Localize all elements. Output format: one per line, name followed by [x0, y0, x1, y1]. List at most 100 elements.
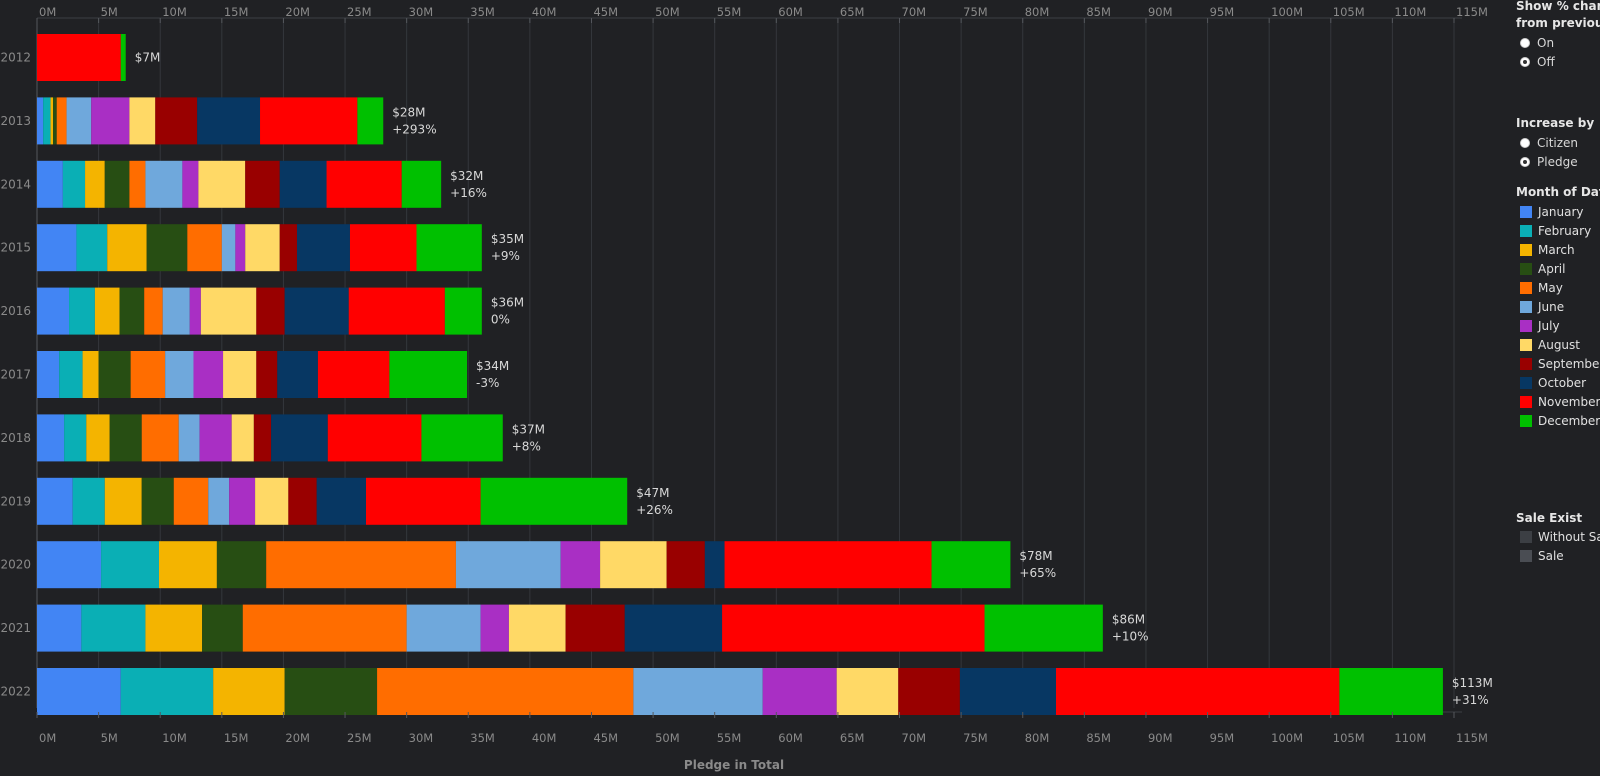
bar-segment-august[interactable] [129, 97, 156, 145]
bar-segment-february[interactable] [69, 287, 95, 335]
bar-segment-may[interactable] [130, 351, 166, 398]
bar-segment-july[interactable] [480, 604, 509, 652]
bar-segment-july[interactable] [560, 541, 601, 589]
legend-item-november[interactable]: November [1520, 393, 1600, 411]
bar-segment-october[interactable] [704, 541, 725, 589]
bar-segment-november[interactable] [37, 34, 121, 81]
bar-segment-august[interactable] [836, 668, 899, 715]
bar-segment-april[interactable] [98, 351, 131, 398]
legend-item-august[interactable]: August [1520, 336, 1580, 354]
bar-segment-october[interactable] [271, 414, 328, 462]
bar-segment-march[interactable] [104, 477, 142, 525]
bar-segment-january[interactable] [37, 668, 121, 715]
legend-item-september[interactable]: September [1520, 355, 1600, 373]
bar-segment-may[interactable] [187, 224, 222, 272]
bar-segment-september[interactable] [256, 287, 285, 335]
bar-segment-december[interactable] [401, 160, 442, 208]
bar-segment-march[interactable] [82, 351, 99, 398]
bar-segment-october[interactable] [296, 224, 350, 272]
legend-item-october[interactable]: October [1520, 374, 1586, 392]
bar-segment-october[interactable] [959, 668, 1057, 715]
bar-segment-june[interactable] [455, 541, 561, 589]
bar-segment-august[interactable] [600, 541, 667, 589]
bar-segment-october[interactable] [624, 604, 723, 652]
sale-legend-item[interactable]: Sale [1520, 547, 1564, 565]
bar-segment-january[interactable] [37, 351, 60, 398]
radio-show-change-off[interactable]: Off [1520, 53, 1555, 71]
radio-button-icon[interactable] [1520, 157, 1530, 167]
bar-segment-october[interactable] [316, 477, 366, 525]
bar-segment-february[interactable] [59, 351, 83, 398]
bar-segment-september[interactable] [155, 97, 198, 145]
bar-segment-march[interactable] [213, 668, 285, 715]
bar-segment-december[interactable] [120, 34, 126, 81]
bar-segment-september[interactable] [279, 224, 297, 272]
bar-segment-june[interactable] [208, 477, 230, 525]
bar-segment-april[interactable] [104, 160, 130, 208]
bar-segment-july[interactable] [229, 477, 256, 525]
bar-segment-november[interactable] [349, 224, 417, 272]
bar-segment-january[interactable] [37, 287, 70, 335]
bar-segment-may[interactable] [141, 414, 179, 462]
bar-segment-august[interactable] [508, 604, 566, 652]
bar-segment-october[interactable] [197, 97, 261, 145]
bar-segment-february[interactable] [62, 160, 86, 208]
bar-segment-december[interactable] [1339, 668, 1443, 715]
legend-item-july[interactable]: July [1520, 317, 1560, 335]
bar-segment-november[interactable] [326, 160, 402, 208]
bar-segment-july[interactable] [193, 351, 224, 398]
bar-segment-may[interactable] [377, 668, 634, 715]
bar-segment-february[interactable] [72, 477, 105, 525]
legend-item-june[interactable]: June [1520, 298, 1564, 316]
bar-segment-march[interactable] [50, 97, 54, 145]
bar-segment-may[interactable] [173, 477, 209, 525]
bar-segment-june[interactable] [162, 287, 190, 335]
bar-segment-march[interactable] [94, 287, 120, 335]
bar-segment-april[interactable] [141, 477, 174, 525]
legend-item-april[interactable]: April [1520, 260, 1565, 278]
bar-segment-november[interactable] [365, 477, 481, 525]
legend-item-january[interactable]: January [1520, 203, 1584, 221]
bar-segment-june[interactable] [165, 351, 194, 398]
bar-segment-july[interactable] [91, 97, 130, 145]
bar-segment-march[interactable] [107, 224, 147, 272]
bar-segment-november[interactable] [1056, 668, 1340, 715]
bar-segment-june[interactable] [633, 668, 763, 715]
bar-segment-september[interactable] [256, 351, 278, 398]
bar-segment-july[interactable] [182, 160, 199, 208]
bar-segment-may[interactable] [129, 160, 146, 208]
bar-segment-november[interactable] [317, 351, 390, 398]
bar-segment-january[interactable] [37, 224, 77, 272]
bar-segment-august[interactable] [198, 160, 246, 208]
bar-segment-april[interactable] [284, 668, 378, 715]
bar-segment-december[interactable] [421, 414, 503, 462]
bar-segment-november[interactable] [327, 414, 422, 462]
bar-segment-july[interactable] [189, 287, 201, 335]
bar-segment-august[interactable] [223, 351, 257, 398]
bar-segment-august[interactable] [200, 287, 257, 335]
legend-item-march[interactable]: March [1520, 241, 1575, 259]
radio-button-icon[interactable] [1520, 138, 1530, 148]
bar-segment-march[interactable] [86, 414, 110, 462]
radio-increase-by-pledge[interactable]: Pledge [1520, 153, 1578, 171]
bar-segment-february[interactable] [101, 541, 159, 589]
bar-segment-september[interactable] [565, 604, 625, 652]
radio-increase-by-citizen[interactable]: Citizen [1520, 134, 1578, 152]
bar-segment-april[interactable] [119, 287, 145, 335]
bar-segment-march[interactable] [145, 604, 203, 652]
bar-segment-may[interactable] [144, 287, 163, 335]
bar-segment-may[interactable] [56, 97, 67, 145]
bar-segment-october[interactable] [277, 351, 318, 398]
bar-segment-december[interactable] [416, 224, 482, 272]
radio-button-icon[interactable] [1520, 57, 1530, 67]
bar-segment-december[interactable] [931, 541, 1011, 589]
bar-segment-june[interactable] [406, 604, 481, 652]
bar-segment-november[interactable] [260, 97, 358, 145]
sale-legend-item[interactable]: Without Sal [1520, 528, 1600, 546]
legend-item-february[interactable]: February [1520, 222, 1591, 240]
bar-segment-april[interactable] [216, 541, 267, 589]
bar-segment-august[interactable] [255, 477, 289, 525]
bar-segment-april[interactable] [53, 97, 57, 145]
bar-segment-december[interactable] [357, 97, 384, 145]
bar-segment-february[interactable] [43, 97, 51, 145]
